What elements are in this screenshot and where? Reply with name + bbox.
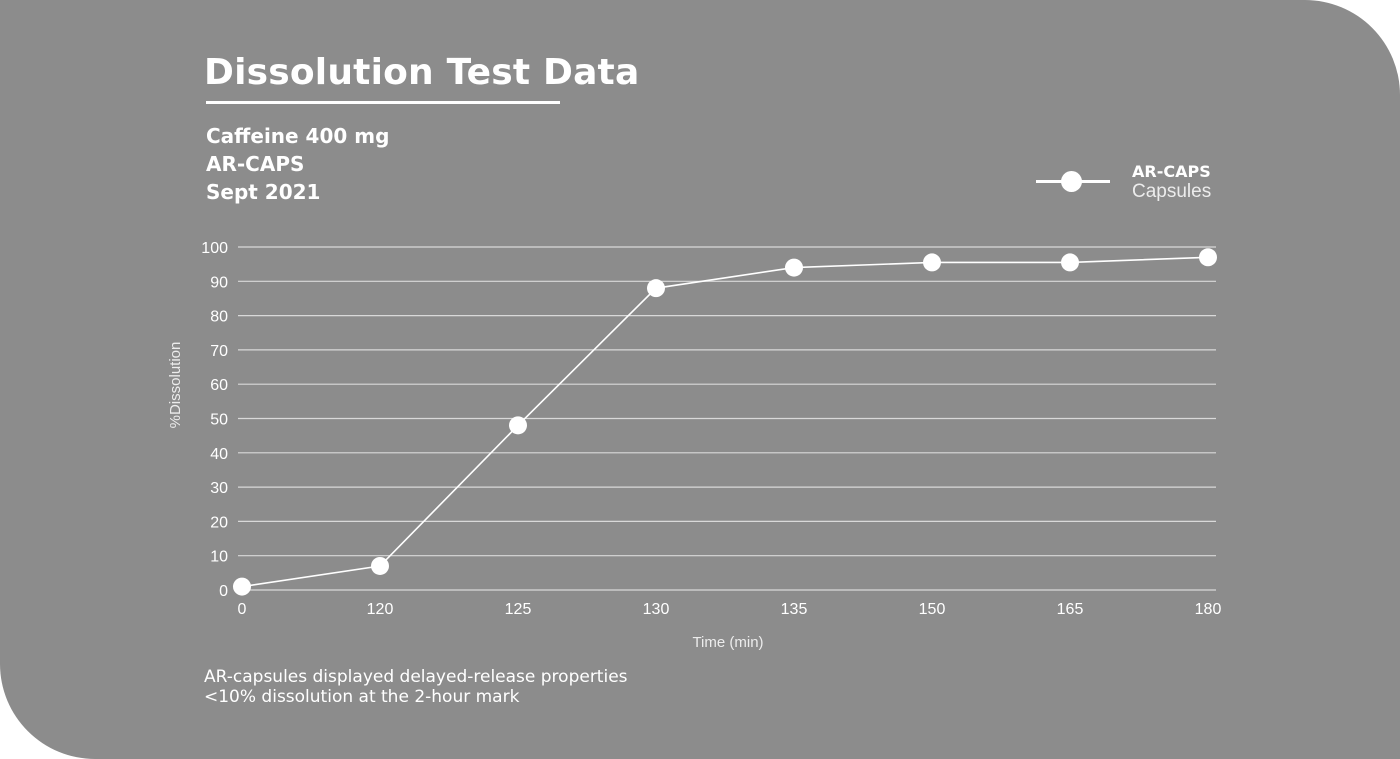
x-tick-label: 130 <box>643 601 670 618</box>
footnote-line-2: <10% dissolution at the 2-hour mark <box>204 687 628 707</box>
y-tick-label: 20 <box>210 514 228 531</box>
x-tick-label: 125 <box>505 601 532 618</box>
y-tick-label: 0 <box>219 583 228 600</box>
y-tick-label: 10 <box>210 549 228 566</box>
x-tick-label: 135 <box>781 601 808 618</box>
x-tick-label: 150 <box>919 601 946 618</box>
y-tick-label: 80 <box>210 309 228 326</box>
y-tick-label: 70 <box>210 343 228 360</box>
data-point <box>509 416 527 434</box>
data-point <box>923 253 941 271</box>
data-point <box>1061 253 1079 271</box>
x-tick-label: 165 <box>1057 601 1084 618</box>
y-tick-label: 60 <box>210 377 228 394</box>
data-point <box>647 279 665 297</box>
data-point <box>1199 248 1217 266</box>
y-tick-label: 40 <box>210 446 228 463</box>
data-point <box>371 557 389 575</box>
y-tick-label: 30 <box>210 480 228 497</box>
x-axis-title: Time (min) <box>692 634 763 651</box>
y-tick-label: 50 <box>210 412 228 429</box>
y-axis-title: %Dissolution <box>167 342 184 429</box>
x-tick-label: 0 <box>238 601 247 618</box>
data-point <box>785 259 803 277</box>
y-tick-label: 90 <box>210 274 228 291</box>
y-tick-label: 100 <box>201 240 228 257</box>
x-tick-label: 180 <box>1195 601 1222 618</box>
footnote-line-1: AR-capsules displayed delayed-release pr… <box>204 667 628 687</box>
footnote: AR-capsules displayed delayed-release pr… <box>204 667 628 707</box>
series-line <box>242 257 1208 586</box>
x-tick-label: 120 <box>367 601 394 618</box>
data-point <box>233 578 251 596</box>
